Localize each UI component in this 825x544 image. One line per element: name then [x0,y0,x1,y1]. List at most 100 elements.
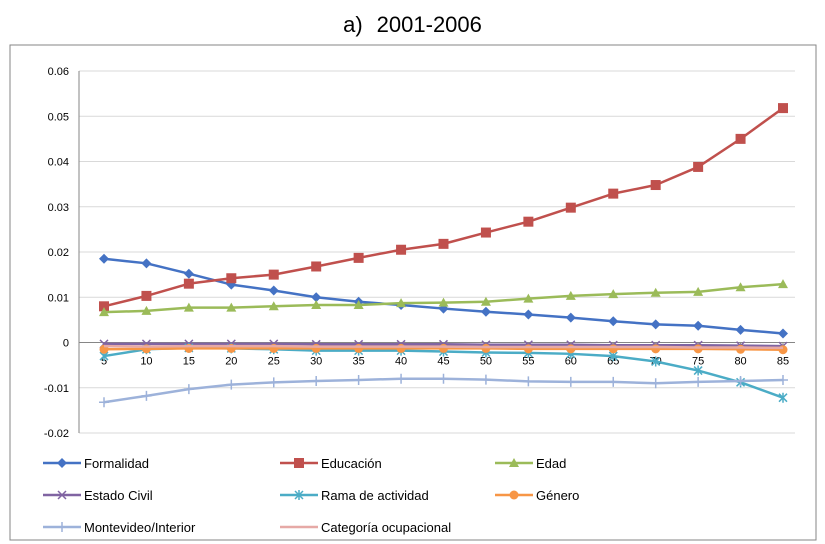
point-marker [438,297,449,307]
point-marker [693,344,703,354]
x-tick-label: 5 [101,356,107,368]
series-montevideo-interior [99,373,788,408]
point-marker [226,379,237,390]
point-marker [523,344,533,354]
point-marker [565,312,576,323]
point-marker [183,384,194,395]
series-educaci-n [99,103,788,312]
x-tick-label: 85 [777,356,789,368]
point-marker [778,328,788,339]
legend-item: Formalidad [43,456,149,471]
legend-label: Educación [321,456,382,471]
point-marker [396,298,407,308]
point-marker [57,490,67,500]
point-marker [311,299,322,309]
series-categor-a-ocupacional [103,344,784,350]
point-marker [268,301,279,311]
point-marker [480,374,491,385]
point-marker [650,319,661,330]
panel-label: a) [343,12,363,37]
y-tick-label: 0.06 [48,66,69,78]
point-marker [396,244,407,255]
x-tick-label: 10 [140,356,152,368]
legend-item: Género [495,488,579,503]
y-axis: -0.02 -0.01 0 0.01 0.02 0.03 0.04 0.05 0.06 [44,66,69,440]
point-marker [608,376,619,387]
point-marker [565,376,576,387]
point-marker [311,292,322,303]
point-marker [509,458,519,467]
y-tick-label: 0.02 [48,247,69,259]
y-tick-label: 0.05 [48,111,69,123]
y-tick-label: 0.01 [48,292,69,304]
point-marker [268,377,279,388]
point-marker [141,290,152,301]
point-marker [141,390,152,401]
x-tick-label: 20 [225,356,237,368]
point-marker [141,305,152,315]
y-tick-label: 0 [63,338,69,350]
point-marker [439,343,448,353]
point-marker [311,343,321,353]
point-marker [778,392,788,403]
point-marker [99,301,109,312]
x-tick-label: 75 [692,356,704,368]
series-edad [99,279,788,317]
point-marker [735,324,746,335]
point-marker [226,273,237,284]
point-marker [565,290,576,300]
point-marker [651,344,661,354]
point-marker [735,133,746,144]
x-tick-label: 30 [310,356,322,368]
point-marker [99,253,109,264]
legend-label: Formalidad [84,456,149,471]
point-marker [268,269,279,280]
point-marker [565,202,576,213]
point-marker [608,344,618,354]
point-marker [608,188,619,199]
point-marker [693,365,703,376]
point-marker [480,227,491,238]
point-marker [396,343,406,353]
legend-item: Rama de actividad [280,488,429,503]
x-tick-label: 60 [565,356,577,368]
point-marker [438,238,449,249]
point-marker [183,268,194,279]
x-tick-label: 35 [353,356,365,368]
point-marker [778,279,788,289]
point-marker [438,373,449,384]
y-tick-label: 0.03 [48,202,69,214]
point-marker [523,293,534,303]
x-tick-label: 80 [734,356,746,368]
point-marker [311,261,322,272]
point-marker [481,343,491,353]
legend-label: Categoría ocupacional [321,520,451,535]
x-tick-label: 15 [183,356,195,368]
point-marker [294,458,304,468]
point-marker [693,376,704,387]
point-marker [480,306,491,317]
point-marker [509,490,519,500]
point-marker [354,343,364,353]
point-marker [566,344,576,354]
legend-item: Categoría ocupacional [280,520,451,535]
point-marker [396,373,407,384]
x-tick-label: 55 [522,356,534,368]
y-tick-label: 0.04 [48,157,69,169]
chart-heading: a) 2001-2006 [0,12,825,38]
point-marker [693,320,704,331]
legend-label: Montevideo/Interior [84,520,196,535]
point-marker [650,378,661,389]
point-marker [523,376,534,387]
period-label: 2001-2006 [376,12,482,37]
legend-item: Edad [495,456,566,471]
point-marker [183,302,194,312]
point-marker [141,258,152,269]
point-marker [608,289,619,299]
legend-label: Estado Civil [84,488,153,503]
point-marker [693,286,704,296]
series-line [103,344,784,350]
point-marker [480,296,491,306]
point-marker [57,522,67,532]
